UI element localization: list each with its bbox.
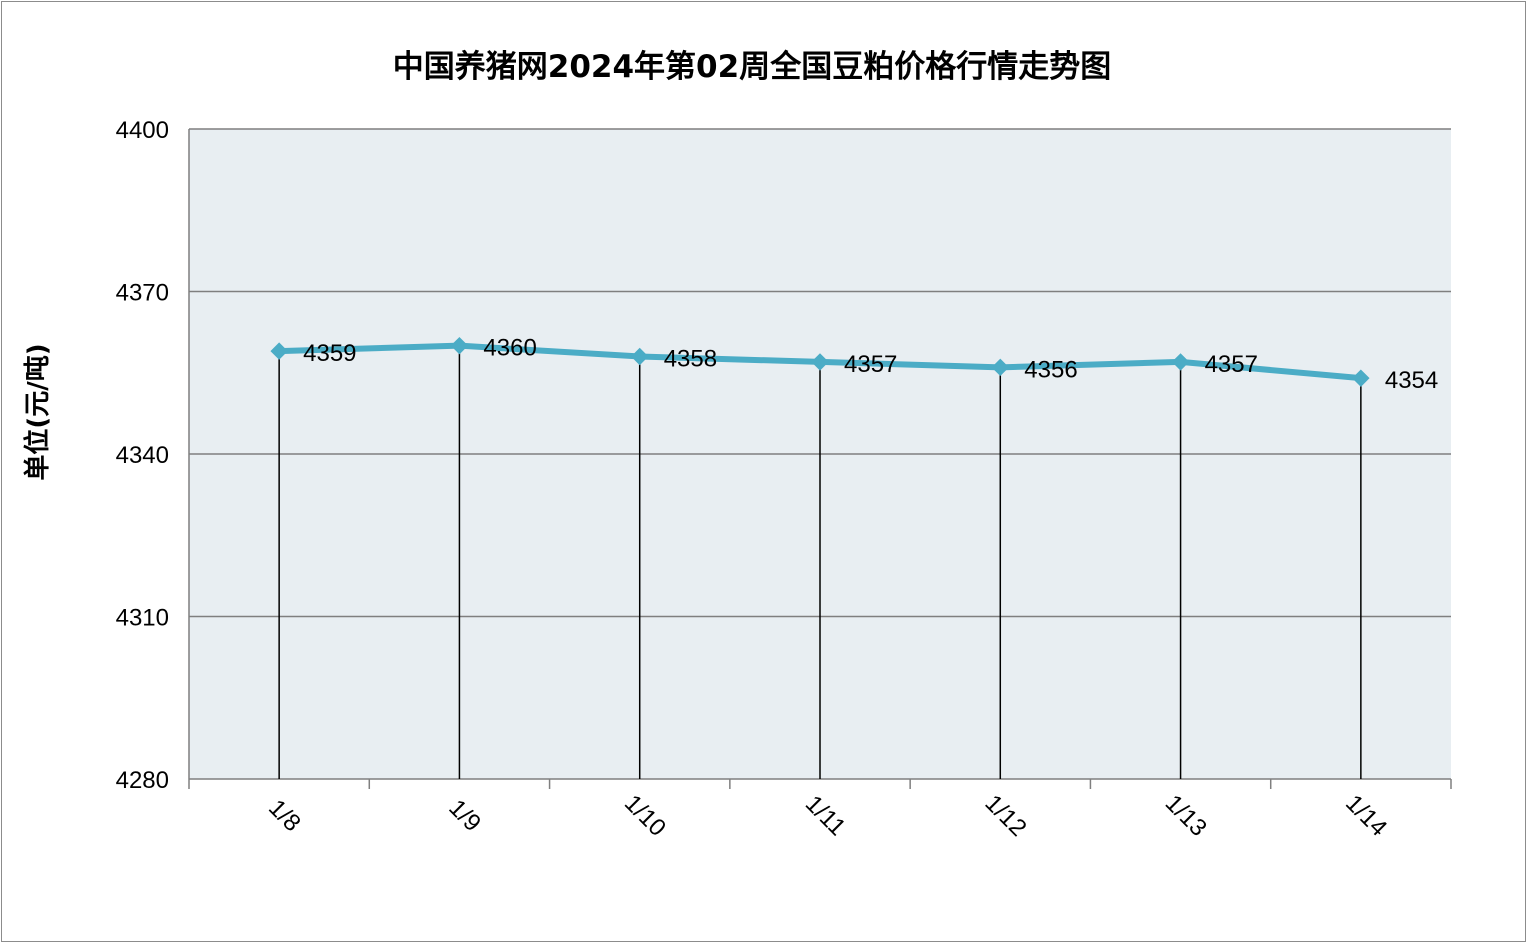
data-point-marker bbox=[991, 358, 1009, 377]
y-axis-label: 单位(元/吨) bbox=[22, 343, 53, 480]
x-tick-label: 1/14 bbox=[1340, 790, 1392, 842]
y-tick-label: 4280 bbox=[116, 767, 169, 794]
drop-line-layer bbox=[278, 345, 1362, 779]
data-label: 4360 bbox=[483, 335, 536, 362]
data-point-marker bbox=[1171, 353, 1190, 371]
data-point-marker bbox=[450, 336, 469, 355]
data-label: 4357 bbox=[844, 351, 897, 378]
y-tick-label: 4370 bbox=[116, 280, 169, 307]
data-label-layer: 4359 4360 4358 4357 4356 4357 4354 bbox=[303, 335, 1438, 395]
series-layer bbox=[270, 336, 1370, 387]
data-label: 4354 bbox=[1385, 367, 1438, 394]
y-tick-label: 4400 bbox=[116, 117, 169, 144]
x-tick-label: 1/9 bbox=[443, 794, 486, 837]
x-tick-label: 1/13 bbox=[1160, 790, 1212, 842]
data-point-marker bbox=[631, 347, 649, 366]
x-tick-label: 1/8 bbox=[263, 794, 306, 837]
x-tick-label: 1/10 bbox=[619, 790, 671, 842]
data-label: 4358 bbox=[664, 346, 717, 373]
data-label: 4357 bbox=[1205, 351, 1258, 378]
y-tick-label: 4340 bbox=[116, 442, 169, 469]
data-label: 4359 bbox=[303, 340, 356, 367]
data-point-marker bbox=[811, 353, 829, 371]
y-tick-label: 4310 bbox=[116, 605, 169, 632]
x-tick-label: 1/11 bbox=[800, 790, 851, 841]
data-label: 4356 bbox=[1024, 356, 1077, 383]
data-point-marker bbox=[1352, 369, 1370, 387]
x-tick-label: 1/12 bbox=[980, 790, 1032, 842]
data-point-marker bbox=[270, 342, 288, 360]
chart-title: 中国养猪网2024年第02周全国豆粕价格行情走势图 bbox=[393, 49, 1111, 85]
